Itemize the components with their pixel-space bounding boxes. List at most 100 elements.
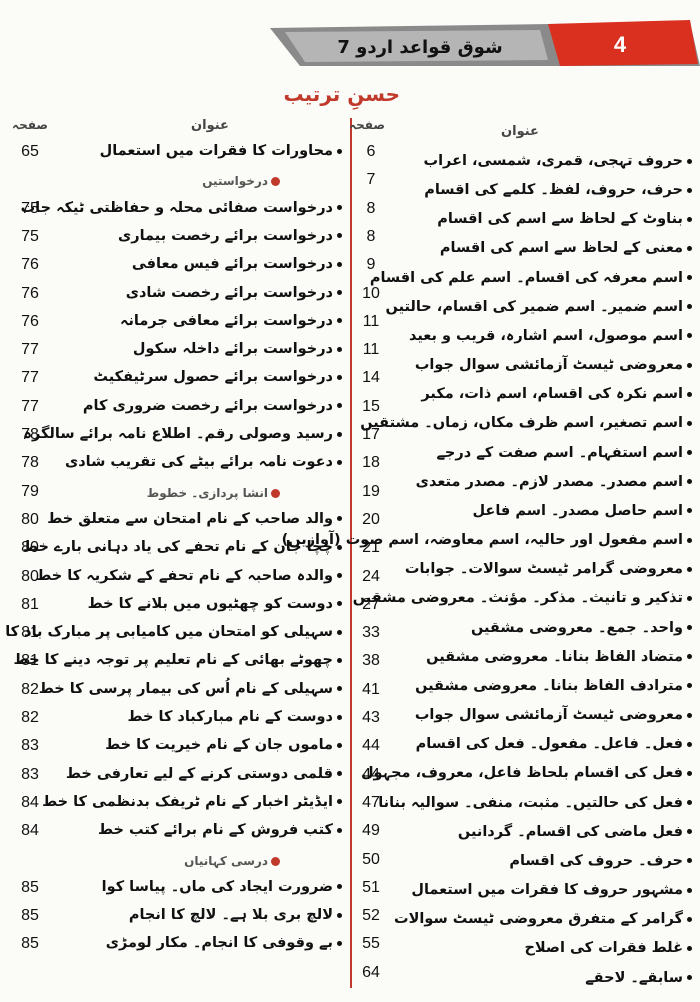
left-page: 81 — [21, 624, 39, 642]
left-topic: کتب فروش کے نام برائے کتب خط — [70, 822, 342, 838]
bullet — [337, 459, 342, 465]
left-page: 85 — [21, 935, 39, 953]
left-page: 80 — [21, 510, 39, 528]
bullet — [687, 945, 692, 951]
left-topic: ایڈیٹر اخبار کے نام ٹریفک بدنظمی کا خط — [42, 794, 342, 810]
left-page: 78 — [21, 454, 39, 472]
right-topic: اسم معرفہ کی اقسام۔ اسم علم کی اقسام — [370, 270, 692, 286]
right-page: 50 — [362, 850, 380, 868]
bullet — [337, 205, 342, 211]
bullet — [337, 912, 342, 918]
right-page: 27 — [362, 595, 380, 613]
right-topic: حرف، حروف، لفظ۔ کلمے کی اقسام — [392, 182, 692, 198]
left-page: 75 — [21, 227, 39, 245]
left-topic: والد صاحب کے نام امتحان سے متعلق خط — [47, 511, 342, 527]
bullet — [337, 544, 342, 550]
left-topic: ماموں جان کے نام خیریت کا خط — [70, 737, 342, 753]
right-page: 52 — [362, 907, 380, 925]
left-page: 82 — [21, 709, 39, 726]
right-page: 8 — [366, 199, 376, 217]
left-topic: لالچ بری بلا ہے۔ لالچ کا انجام — [70, 907, 342, 923]
bullet — [337, 629, 342, 635]
right-topic: معروضی گرامر ٹیسٹ سوالات۔ جوابات — [392, 561, 692, 577]
right-topic: واحد۔ جمع۔ معروضی مشقیں — [392, 620, 692, 636]
right-page: 44 — [362, 737, 380, 755]
right-page: 15 — [362, 397, 380, 415]
section-icon — [271, 856, 280, 866]
left-section: درخواستیں — [70, 174, 280, 188]
left-topic: چچا جان کے نام تحفے کی یاد دہانی بارے خط — [23, 539, 342, 555]
left-topic: محاورات کا فقرات میں استعمال — [70, 143, 342, 159]
bullet — [687, 916, 692, 922]
left-page: 84 — [21, 822, 39, 840]
right-topic: حرف۔ حروف کی اقسام — [392, 853, 692, 869]
left-topic: دوست کے نام مبارکباد کا خط — [70, 709, 342, 725]
right-page: 33 — [362, 624, 380, 642]
right-page: 14 — [362, 369, 380, 387]
right-topic: اسم نکرہ کی اقسام، اسم ذات، مکبر — [392, 386, 692, 402]
bullet — [687, 187, 692, 193]
left-page: 77 — [21, 397, 39, 415]
left-topic: قلمی دوستی کرنے کے لیے تعارفی خط — [66, 766, 342, 782]
bullet — [337, 318, 342, 324]
left-page: 80 — [21, 567, 39, 585]
column-divider — [350, 118, 352, 988]
bullet — [687, 245, 692, 251]
right-topic: اسم ضمیر۔ اسم ضمیر کی اقسام، حالتیں — [386, 299, 692, 315]
banner-inner — [285, 30, 548, 62]
right-topic: اسم حاصل مصدر۔ اسم فاعل — [392, 503, 692, 519]
right-page-heading: صفحہ — [349, 118, 385, 132]
bullet — [687, 858, 692, 864]
chapter-box — [548, 20, 698, 66]
bullet — [337, 940, 342, 946]
bullet — [687, 537, 692, 543]
right-page: 24 — [362, 567, 380, 585]
left-topic: درخواست برائے داخلہ سکول — [70, 341, 342, 357]
left-page: 76 — [21, 312, 39, 330]
right-page: 47 — [362, 793, 380, 811]
left-page: 81 — [21, 652, 39, 670]
left-page: 80 — [21, 539, 39, 557]
right-page: 44 — [362, 765, 380, 783]
left-page: 75 — [21, 199, 39, 217]
left-page-heading: صفحہ — [12, 118, 48, 132]
left-page: 84 — [21, 793, 39, 811]
left-topic: درخواست برائے رخصت بیماری — [70, 228, 342, 244]
left-topic: درخواست برائے رخصت شادی — [70, 285, 342, 301]
bullet — [687, 566, 692, 572]
bullet — [687, 625, 692, 631]
right-page: 7 — [366, 171, 376, 189]
section-icon — [271, 177, 280, 187]
right-topic: فعل کی حالتیں۔ مثبت، منفی۔ سوالیہ بنانا — [378, 795, 692, 811]
bullet — [687, 391, 692, 397]
right-topic: اسم تصغیر، اسم ظرف مکاں، زماں۔ مشتقیں — [360, 415, 692, 431]
bullet — [337, 431, 342, 437]
bullet — [687, 304, 692, 310]
header-banner: 4 شوق قواعد اردو 7 — [270, 20, 700, 66]
left-page: 79 — [21, 482, 39, 500]
right-page: 19 — [362, 482, 380, 500]
bullet — [687, 508, 692, 514]
right-page: 51 — [362, 878, 380, 896]
right-topic: معنی کے لحاظ سے اسم کی اقسام — [392, 240, 692, 256]
right-page: 11 — [362, 341, 380, 359]
right-topic: اسم مفعول اور حالیہ، اسم معاوضہ، اسم صوت… — [282, 532, 692, 548]
right-topic: غلط فقرات کی اصلاح — [392, 940, 692, 956]
left-topic: دعوت نامہ برائے بیٹے کی تقریب شادی — [65, 454, 342, 470]
right-topic: متضاد الفاظ بنانا۔ معروضی مشقیں — [392, 649, 692, 665]
right-topic: اسم مصدر۔ مصدر لازم۔ مصدر متعدی — [392, 474, 692, 490]
bullet — [687, 158, 692, 164]
bullet — [687, 741, 692, 747]
bullet — [337, 771, 342, 777]
left-page: 81 — [21, 595, 39, 613]
left-page: 85 — [21, 907, 39, 925]
left-topic: سہیلی کو امتحان میں کامیابی پر مبارک باد… — [0, 624, 342, 640]
bullet — [687, 770, 692, 776]
right-topic: فعل۔ فاعل۔ مفعول۔ فعل کی اقسام — [392, 736, 692, 752]
bullet — [337, 742, 342, 748]
bullet — [337, 346, 342, 352]
left-page: 76 — [21, 284, 39, 302]
right-page: 17 — [362, 426, 380, 443]
right-page: 8 — [366, 227, 376, 245]
